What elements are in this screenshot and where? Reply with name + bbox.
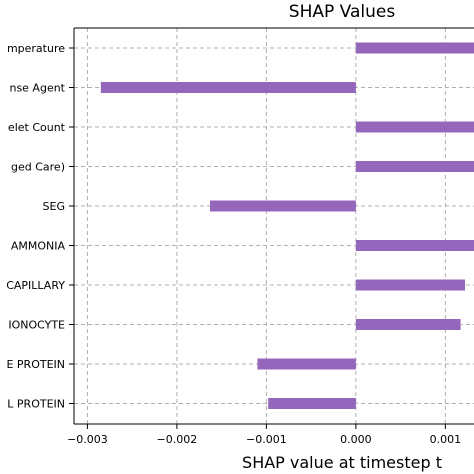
y-tick-label: nse Agent <box>9 82 65 95</box>
y-tick-label: IONOCYTE <box>8 319 65 332</box>
bar <box>100 82 356 93</box>
bar <box>268 398 356 409</box>
chart-title: SHAP Values <box>289 2 396 22</box>
axes-layer: −0.003 −0.002 −0.001 0.000 0.001 mperature nse… <box>6 27 474 446</box>
bar <box>355 319 461 330</box>
y-tick-label: AMMONIA <box>11 240 66 253</box>
y-tick-label: ged Care) <box>11 161 65 174</box>
bar <box>355 161 474 172</box>
bar <box>355 279 466 291</box>
bar <box>355 240 474 251</box>
bar <box>257 358 356 370</box>
x-tick-label: 0.000 <box>340 433 372 446</box>
bar <box>355 42 474 54</box>
x-tick-label: 0.001 <box>430 433 462 446</box>
y-tick-label: CAPILLARY <box>6 279 65 292</box>
y-tick-label: E PROTEIN <box>6 358 65 371</box>
y-tick-label: SEG <box>43 200 65 213</box>
bar <box>210 200 356 212</box>
x-tick-label: −0.001 <box>246 433 287 446</box>
x-axis-label: SHAP value at timestep t <box>242 453 442 472</box>
y-tick-label: L PROTEIN <box>7 398 65 411</box>
y-tick-label: mperature <box>7 42 65 55</box>
bar <box>355 121 474 133</box>
x-tick-label: −0.003 <box>67 433 108 446</box>
y-tick-label: elet Count <box>8 121 66 134</box>
bars-layer <box>100 42 474 409</box>
x-tick-label: −0.002 <box>157 433 198 446</box>
